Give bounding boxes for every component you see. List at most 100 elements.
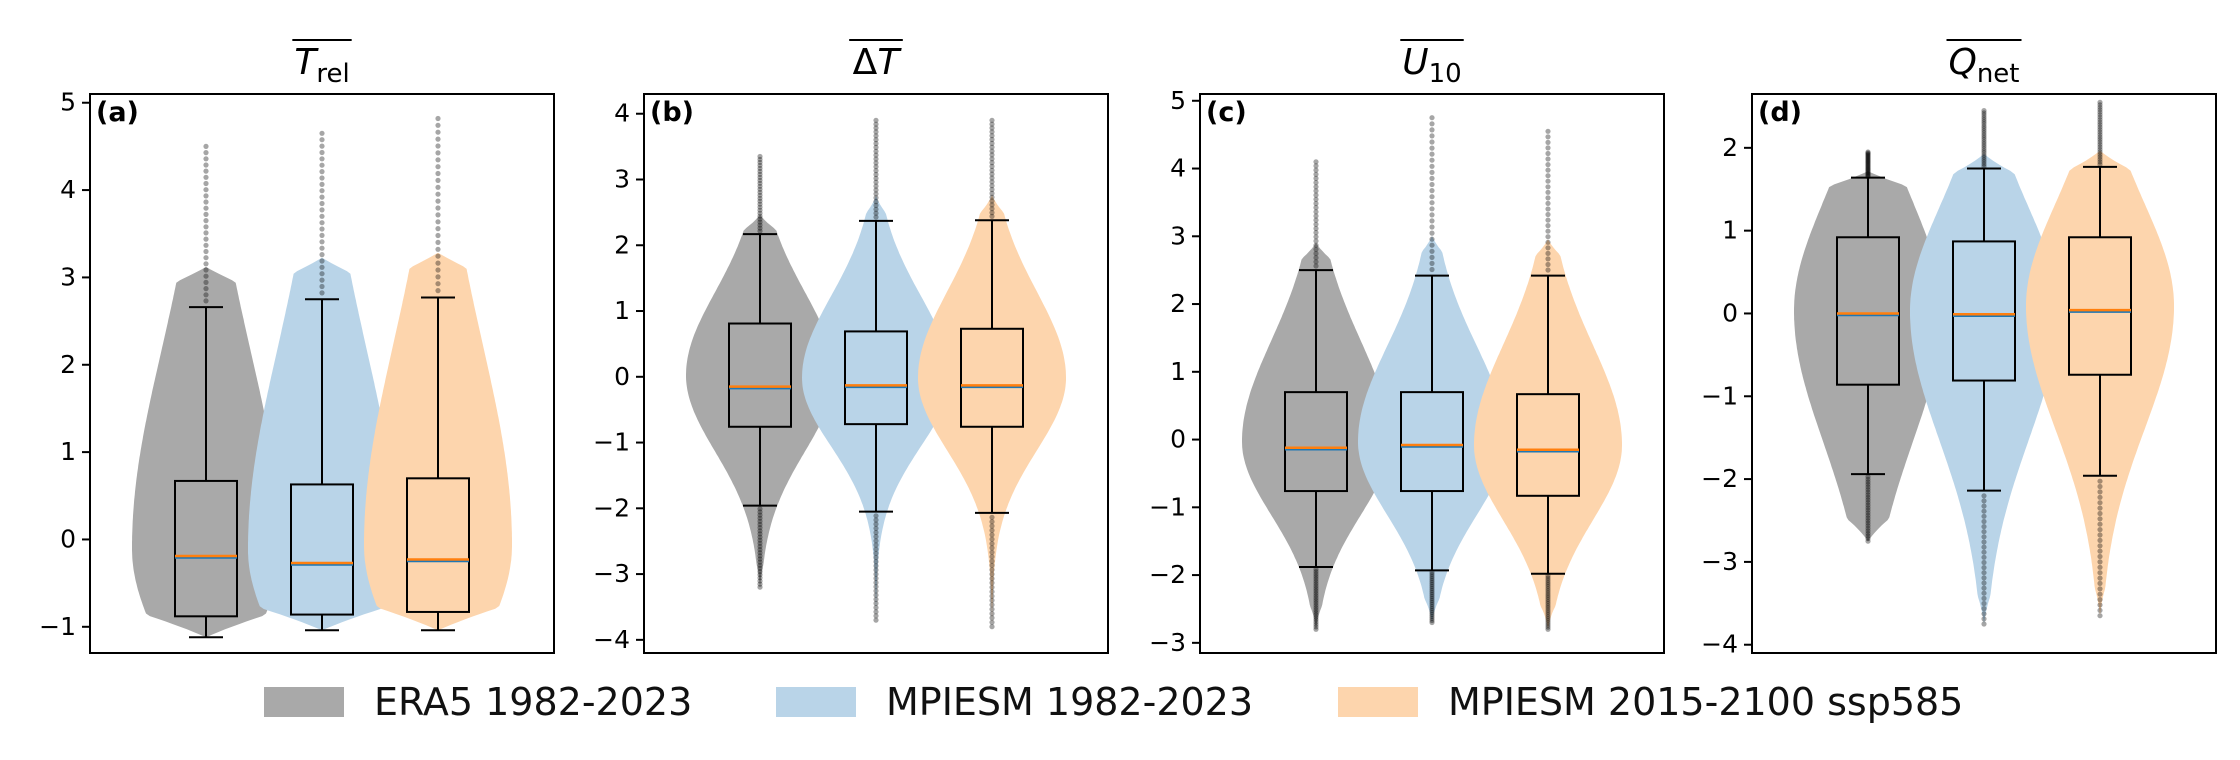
outlier-point-mpiesm-hist [873,613,879,619]
outlier-point-mpiesm-ssp585 [2097,591,2103,597]
outlier-point-era5 [203,292,209,298]
outlier-point-mpiesm-hist [319,258,325,264]
outlier-point-mpiesm-hist [1981,518,1987,525]
violin-era5 [686,214,834,588]
outlier-point-mpiesm-hist [319,200,325,207]
outlier-point-mpiesm-hist [873,202,879,208]
outlier-point-mpiesm-ssp585 [435,170,441,177]
outlier-point-mpiesm-hist [873,596,879,602]
outlier-point-mpiesm-ssp585 [2097,134,2103,140]
outlier-point-era5 [1313,617,1319,623]
outlier-point-mpiesm-ssp585 [1545,239,1551,245]
outlier-point-mpiesm-hist [319,169,325,175]
outlier-point-mpiesm-ssp585 [2097,144,2103,150]
outlier-point-mpiesm-hist [873,125,879,131]
outlier-point-mpiesm-ssp585 [435,150,441,156]
outlier-point-mpiesm-ssp585 [1545,624,1551,630]
outlier-point-mpiesm-hist [873,571,879,577]
outlier-point-era5 [1313,255,1319,261]
outlier-point-mpiesm-hist [873,144,879,150]
outlier-point-mpiesm-ssp585 [435,212,441,218]
outlier-point-era5 [1865,172,1871,178]
outlier-point-era5 [1865,492,1871,498]
outlier-point-mpiesm-ssp585 [989,580,995,586]
outlier-point-mpiesm-hist [873,152,879,158]
outlier-point-era5 [1313,209,1319,215]
outlier-point-era5 [757,575,763,581]
outlier-point-era5 [1865,528,1871,534]
outlier-point-mpiesm-hist [319,188,325,194]
outlier-point-mpiesm-ssp585 [989,213,995,219]
outlier-point-mpiesm-ssp585 [435,219,441,225]
outlier-point-era5 [757,553,763,559]
outlier-point-mpiesm-hist [873,538,879,544]
outlier-point-mpiesm-hist [1981,503,1987,509]
outlier-point-mpiesm-hist [1981,544,1987,550]
outlier-point-mpiesm-ssp585 [2097,580,2103,587]
outlier-point-era5 [757,204,763,210]
outlier-point-mpiesm-ssp585 [2097,602,2103,608]
outlier-point-era5 [1313,184,1319,190]
outlier-point-mpiesm-ssp585 [989,541,995,547]
outlier-point-mpiesm-ssp585 [1545,620,1551,626]
outlier-point-mpiesm-ssp585 [1545,622,1551,628]
outlier-point-mpiesm-hist [319,277,325,283]
outlier-point-era5 [1313,167,1319,173]
outlier-point-era5 [757,528,763,534]
outlier-point-mpiesm-hist [1429,248,1435,254]
outlier-point-mpiesm-hist [319,226,325,232]
outlier-point-mpiesm-ssp585 [989,567,995,573]
outlier-point-era5 [1865,538,1871,544]
outlier-point-era5 [203,230,209,236]
outlier-point-mpiesm-ssp585 [1545,592,1551,598]
outlier-point-mpiesm-ssp585 [989,602,995,608]
outlier-point-era5 [1313,609,1319,616]
outlier-point-mpiesm-hist [319,194,325,200]
outlier-point-mpiesm-hist [873,588,879,594]
outlier-point-mpiesm-ssp585 [2097,149,2103,155]
y-tick-label: −1 [593,428,630,457]
outlier-point-era5 [1313,621,1319,628]
outlier-point-mpiesm-hist [1429,585,1435,592]
outlier-point-mpiesm-hist [319,271,325,277]
outlier-point-era5 [1313,597,1319,604]
outlier-point-mpiesm-ssp585 [989,198,995,204]
outlier-point-mpiesm-hist [873,160,879,166]
outlier-point-mpiesm-hist [1981,161,1987,167]
box-mpiesm-hist [844,330,908,426]
outlier-point-mpiesm-hist [1981,125,1987,131]
outlier-point-era5 [1865,510,1871,516]
outlier-point-mpiesm-hist [319,245,325,251]
y-tick-label: 0 [614,362,630,391]
outlier-point-era5 [1313,602,1319,608]
y-tick-label: 1 [614,296,630,325]
outlier-point-mpiesm-hist [873,600,879,607]
outlier-point-mpiesm-hist [1981,554,1987,560]
outlier-point-era5 [1865,523,1871,529]
legend-item-mpiesm-hist: MPIESM 1982-2023 [776,672,1253,732]
outlier-point-mpiesm-ssp585 [989,549,995,555]
outlier-point-mpiesm-hist [1429,127,1435,133]
outlier-point-mpiesm-ssp585 [2097,119,2103,125]
outlier-point-mpiesm-ssp585 [2097,500,2103,506]
outlier-point-era5 [757,222,763,228]
outlier-point-mpiesm-hist [873,563,879,569]
outlier-point-mpiesm-hist [1429,266,1435,273]
outlier-point-mpiesm-ssp585 [989,519,995,525]
box-mpiesm-hist [1400,391,1464,493]
violin-mpiesm-ssp585 [1474,239,1622,630]
outlier-point-mpiesm-hist [1429,139,1435,145]
outlier-point-era5 [757,198,763,204]
outlier-point-era5 [1313,171,1319,177]
outlier-point-mpiesm-ssp585 [989,558,995,564]
outlier-point-mpiesm-ssp585 [2097,99,2103,105]
outlier-point-era5 [757,565,763,572]
outlier-point-era5 [757,225,763,231]
outlier-point-era5 [1313,242,1319,248]
outlier-point-era5 [757,189,763,195]
y-tick-label: 2 [60,350,76,379]
outlier-point-mpiesm-ssp585 [435,164,441,170]
box-mpiesm-ssp585 [960,327,1024,428]
outlier-point-era5 [1865,484,1871,490]
outlier-point-era5 [1313,175,1319,181]
